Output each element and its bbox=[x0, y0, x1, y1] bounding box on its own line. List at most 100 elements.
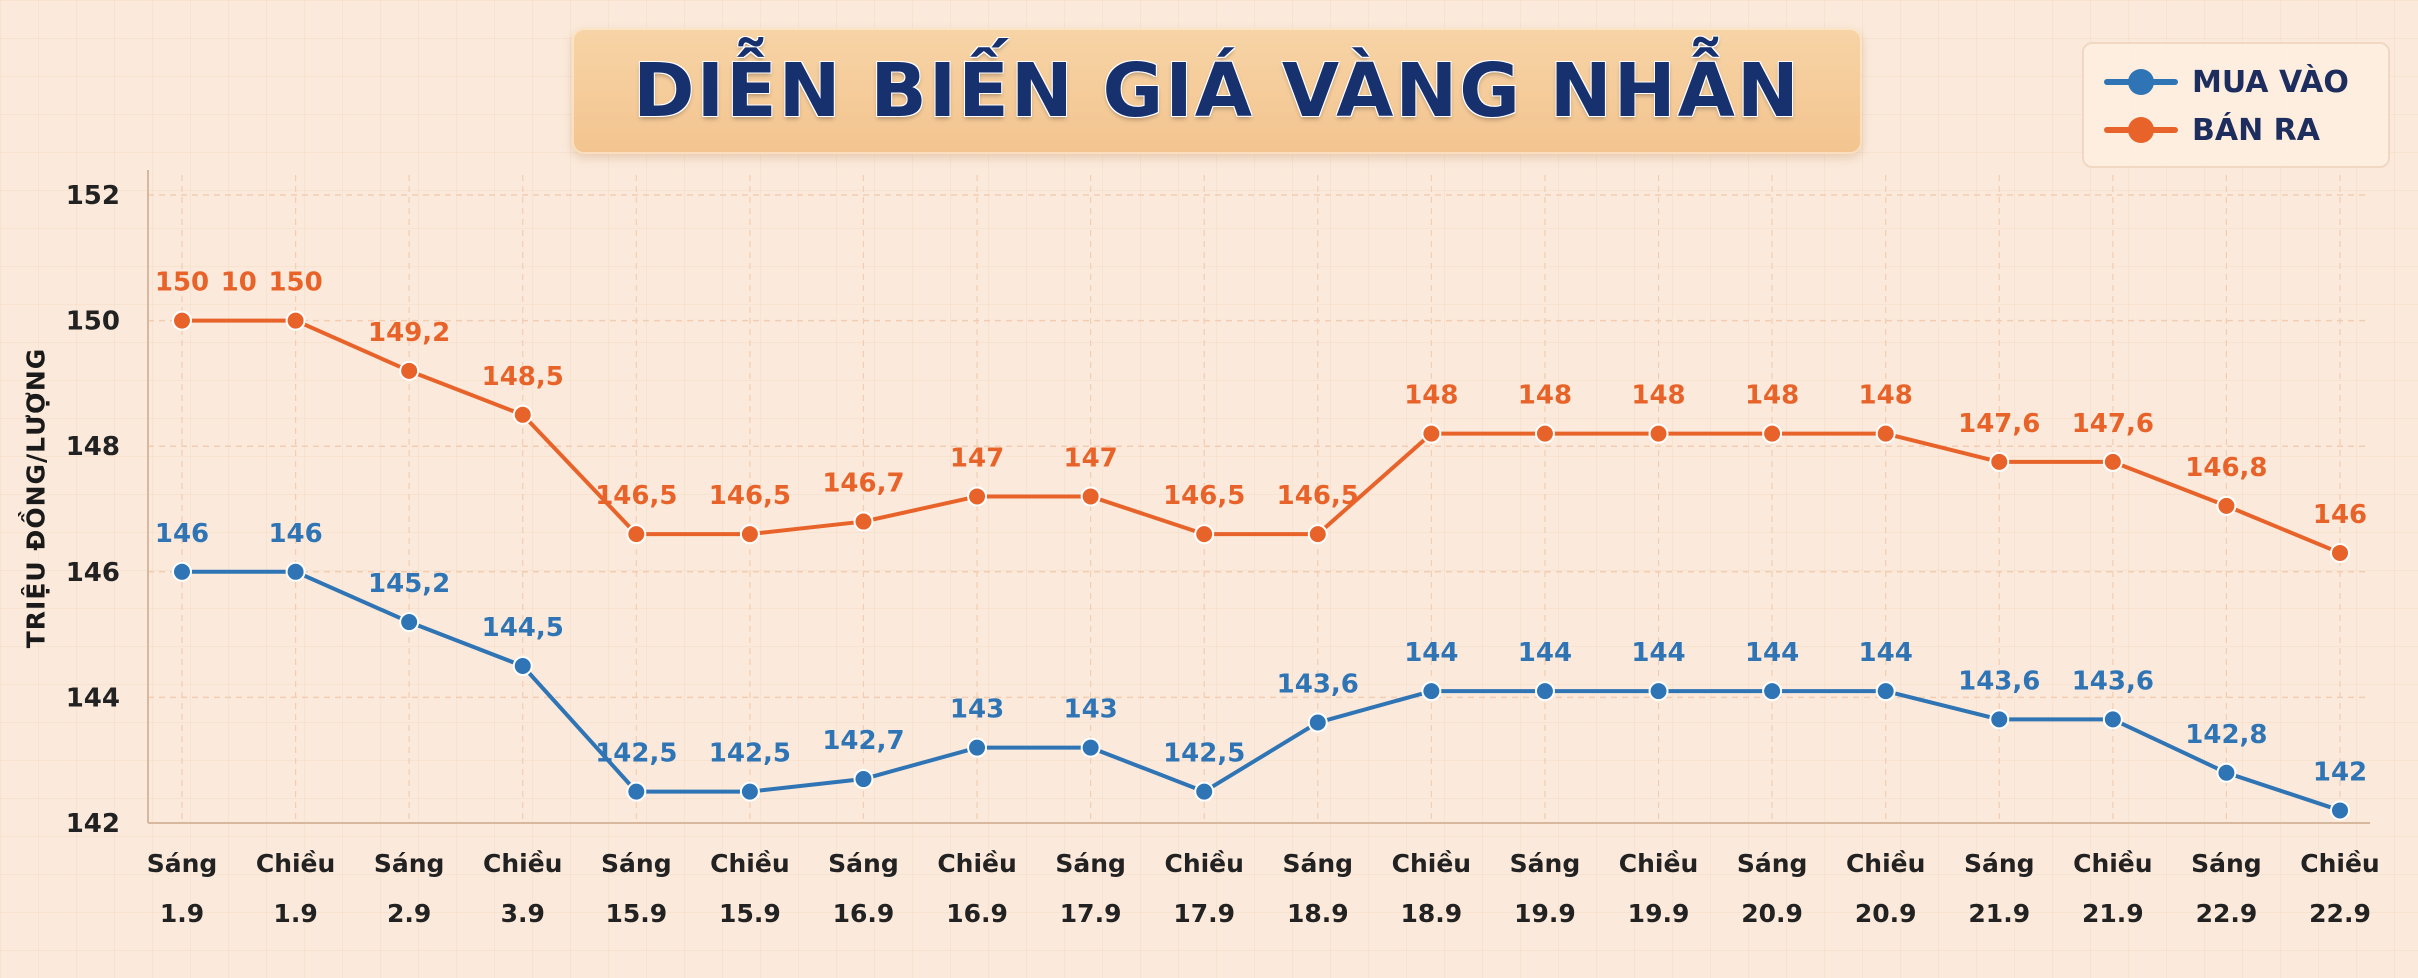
data-label-buy: 144,5 bbox=[482, 613, 564, 643]
x-tick-label-period: Chiều bbox=[1619, 849, 1698, 878]
data-point-sell bbox=[285, 310, 306, 331]
x-tick-label-date: 18.9 bbox=[1401, 899, 1463, 928]
x-tick-label-date: 20.9 bbox=[1741, 899, 1803, 928]
x-tick-label-period: Chiều bbox=[1846, 849, 1925, 878]
x-tick-label-period: Sáng bbox=[828, 849, 899, 878]
data-label-buy: 142,7 bbox=[822, 726, 904, 756]
data-label-buy: 143,6 bbox=[2072, 666, 2154, 696]
data-point-buy bbox=[626, 781, 647, 802]
x-tick-label-date: 19.9 bbox=[1628, 899, 1690, 928]
data-label-sell: 147 bbox=[1063, 443, 1117, 473]
x-tick-label-period: Chiều bbox=[1164, 849, 1243, 878]
data-label-sell: 146,5 bbox=[595, 481, 677, 511]
data-point-buy bbox=[1534, 681, 1555, 702]
data-point-sell bbox=[1762, 423, 1783, 444]
legend-buy-label: MUA VÀO bbox=[2192, 64, 2349, 100]
x-tick-label-period: Sáng bbox=[1510, 849, 1581, 878]
x-tick-label-date: 21.9 bbox=[1968, 899, 2030, 928]
data-label-sell: 150 bbox=[268, 268, 322, 298]
data-label-sell: 150 bbox=[155, 268, 209, 298]
y-tick-label: 142 bbox=[66, 809, 120, 839]
data-point-sell bbox=[2216, 495, 2237, 516]
data-label-buy: 142,5 bbox=[709, 739, 791, 769]
data-point-buy bbox=[1421, 681, 1442, 702]
data-label-buy: 145,2 bbox=[368, 569, 450, 599]
data-point-buy bbox=[512, 656, 533, 676]
data-point-sell bbox=[1875, 423, 1896, 444]
data-point-sell bbox=[1307, 524, 1328, 545]
x-tick-label-date: 16.9 bbox=[833, 899, 895, 928]
x-tick-label-date: 20.9 bbox=[1855, 899, 1917, 928]
data-label-sell: 148 bbox=[1518, 381, 1572, 411]
legend: MUA VÀO BÁN RA bbox=[2082, 42, 2390, 168]
x-tick-label-date: 3.9 bbox=[501, 899, 545, 928]
x-tick-label-period: Sáng bbox=[2191, 849, 2262, 878]
data-label-buy: 143 bbox=[950, 695, 1004, 725]
x-tick-label-period: Sáng bbox=[147, 849, 218, 878]
x-tick-label-period: Chiều bbox=[710, 849, 789, 878]
data-point-sell bbox=[739, 524, 760, 545]
y-tick-label: 148 bbox=[66, 432, 120, 462]
data-label-buy: 142,5 bbox=[1163, 739, 1245, 769]
x-tick-label-period: Sáng bbox=[601, 849, 672, 878]
data-label-buy: 143 bbox=[1063, 695, 1117, 725]
series-line-sell bbox=[182, 318, 2341, 555]
data-point-buy bbox=[2330, 800, 2350, 821]
x-tick-label-date: 1.9 bbox=[273, 899, 317, 928]
data-label-sell: 146,5 bbox=[1277, 481, 1359, 511]
data-point-sell bbox=[1648, 423, 1669, 444]
annotation-label: 10 bbox=[221, 268, 257, 298]
series-line-buy bbox=[182, 569, 2341, 813]
legend-sell-marker-icon bbox=[2104, 110, 2178, 150]
data-label-buy: 144 bbox=[1859, 638, 1913, 668]
data-label-buy: 144 bbox=[1518, 638, 1572, 668]
data-point-buy bbox=[1648, 681, 1669, 702]
data-point-buy bbox=[967, 737, 988, 758]
data-point-buy bbox=[399, 612, 420, 633]
x-tick-label-date: 15.9 bbox=[719, 899, 781, 928]
data-label-buy: 146 bbox=[155, 519, 209, 549]
data-point-sell bbox=[172, 310, 192, 331]
data-label-sell: 148 bbox=[1745, 381, 1799, 411]
data-label-sell: 148 bbox=[1404, 381, 1458, 411]
data-point-buy bbox=[2216, 762, 2237, 783]
x-tick-label-period: Chiều bbox=[483, 849, 562, 878]
y-tick-label: 146 bbox=[66, 558, 120, 588]
legend-item-sell: BÁN RA bbox=[2104, 110, 2320, 150]
x-tick-label-period: Sáng bbox=[1964, 849, 2035, 878]
data-point-sell bbox=[2102, 451, 2123, 472]
data-label-sell: 146,8 bbox=[2185, 453, 2267, 483]
x-tick-label-date: 2.9 bbox=[387, 899, 431, 928]
data-label-buy: 144 bbox=[1631, 638, 1685, 668]
data-point-sell bbox=[512, 404, 533, 425]
data-point-buy bbox=[1875, 681, 1896, 702]
data-label-sell: 147,6 bbox=[1958, 409, 2040, 439]
x-tick-label-date: 21.9 bbox=[2082, 899, 2144, 928]
x-tick-label-date: 15.9 bbox=[605, 899, 667, 928]
data-label-sell: 146,7 bbox=[822, 469, 904, 499]
x-tick-label-period: Sáng bbox=[1737, 849, 1808, 878]
data-point-buy bbox=[1080, 737, 1101, 758]
x-tick-label-date: 17.9 bbox=[1173, 899, 1235, 928]
data-label-buy: 142 bbox=[2313, 757, 2367, 787]
data-label-sell: 148 bbox=[1631, 381, 1685, 411]
x-tick-label-date: 19.9 bbox=[1514, 899, 1576, 928]
data-point-sell bbox=[1080, 486, 1101, 507]
x-tick-label-period: Sáng bbox=[1283, 849, 1354, 878]
data-label-buy: 144 bbox=[1745, 638, 1799, 668]
data-label-sell: 149,2 bbox=[368, 318, 450, 348]
data-point-buy bbox=[1194, 781, 1215, 802]
data-point-buy bbox=[1762, 681, 1783, 702]
data-point-buy bbox=[853, 769, 874, 790]
data-label-buy: 142,5 bbox=[595, 739, 677, 769]
data-label-sell: 147,6 bbox=[2072, 409, 2154, 439]
data-label-sell: 146,5 bbox=[1163, 481, 1245, 511]
chart-title: DIỄN BIẾN GIÁ VÀNG NHẪN bbox=[633, 48, 1801, 134]
data-point-buy bbox=[1307, 712, 1328, 733]
data-label-sell: 148,5 bbox=[482, 362, 564, 392]
data-point-sell bbox=[626, 524, 647, 545]
data-point-sell bbox=[1989, 451, 2010, 472]
legend-item-buy: MUA VÀO bbox=[2104, 62, 2349, 102]
